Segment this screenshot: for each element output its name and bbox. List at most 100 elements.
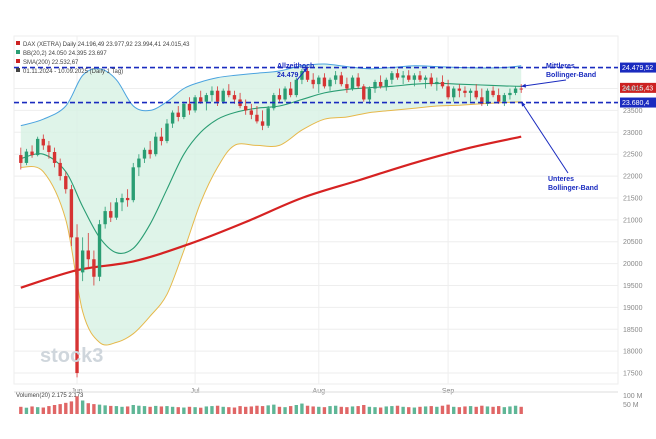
- volume-bar: [176, 407, 180, 414]
- volume-bar: [435, 406, 439, 414]
- volume-bar: [227, 407, 231, 414]
- horizontal-lines: 24.479,52 23.680,4 24.015,43: [14, 62, 656, 108]
- y-tick-label: 19500: [623, 283, 643, 290]
- volume-bar: [407, 407, 411, 414]
- volume-bar: [109, 405, 113, 414]
- candle-body: [435, 81, 439, 85]
- candle-body: [322, 77, 327, 87]
- candle-body: [75, 237, 79, 374]
- candle-body: [97, 224, 102, 277]
- candle-body: [114, 202, 119, 218]
- volume-bar: [463, 406, 467, 414]
- bollinger-fill: [20, 63, 522, 346]
- volume-bar: [75, 396, 79, 414]
- candle-body: [311, 79, 315, 85]
- volume-bar: [125, 406, 130, 414]
- volume-bar: [345, 407, 349, 414]
- candle-body: [401, 75, 405, 78]
- candle-body: [277, 95, 282, 100]
- candle-body: [154, 136, 158, 155]
- volume-bar: [52, 405, 57, 414]
- y-tick-label: 24000: [623, 86, 643, 93]
- candle-body: [502, 95, 507, 102]
- volume-bar: [311, 406, 315, 414]
- volume-bar: [221, 406, 225, 414]
- volume-bar: [502, 407, 507, 414]
- candle-body: [423, 77, 428, 80]
- candle-body: [120, 197, 124, 203]
- callout-line-1: Unteres: [548, 176, 574, 183]
- candle-body: [165, 123, 169, 142]
- legend-entry: 01.11.2024 - 10.09.2025 (Daily 1 Tag): [23, 69, 123, 75]
- candle-body: [47, 145, 51, 152]
- candle-body: [412, 75, 417, 80]
- volume-bar: [41, 407, 45, 414]
- volume-bar: [418, 406, 422, 414]
- legend: DAX (XETRA) Daily 24.196,49 23.977,92 23…: [16, 41, 190, 75]
- volume-bar: [283, 407, 287, 414]
- bollinger-band: [20, 63, 522, 346]
- candle-body: [272, 95, 276, 109]
- candle-body: [215, 90, 220, 102]
- bollinger-upper-line: [20, 63, 522, 127]
- candles: [19, 67, 523, 378]
- volume-bar: [210, 406, 214, 414]
- volume-bar: [474, 406, 478, 414]
- volume-bar: [378, 407, 383, 414]
- volume-bar: [322, 407, 327, 414]
- volume-bar: [260, 406, 265, 414]
- candle-body: [193, 97, 197, 111]
- volume-bar: [199, 407, 203, 414]
- candle-body: [452, 88, 456, 98]
- candle-body: [317, 77, 321, 85]
- volume-bar: [468, 406, 473, 414]
- candle-body: [288, 88, 293, 96]
- candle-body: [491, 90, 495, 96]
- volume-bar: [182, 407, 186, 414]
- candle-body: [232, 95, 237, 100]
- y-axis: 24000 23500 23000 22500 22000 21500 21000 20500…: [623, 86, 643, 378]
- volume-bar: [35, 407, 40, 414]
- y-tick-label: 22000: [623, 174, 643, 181]
- volume-bar: [367, 406, 372, 414]
- legend-entry: DAX (XETRA) Daily 24.196,49 23.977,92 23…: [23, 42, 190, 48]
- volume-bar: [232, 407, 237, 414]
- candle-body: [41, 138, 45, 146]
- volume-bar: [485, 406, 490, 414]
- candle-body: [170, 112, 175, 124]
- y-tick-label: 19000: [623, 305, 643, 312]
- candle-body: [148, 149, 152, 155]
- legend-swatch: [16, 59, 20, 63]
- y-tick-label: 23000: [623, 130, 643, 137]
- callout-arrowhead: [521, 101, 526, 107]
- volume-bar: [491, 406, 495, 414]
- legend-entry: BB(20,2) 24.050 24.395 23.697: [23, 51, 107, 57]
- legend-swatch: [16, 41, 20, 45]
- y-tick-label: 20500: [623, 239, 643, 246]
- candle-body: [64, 176, 68, 190]
- volume-bar: [215, 405, 220, 414]
- candle-body: [131, 167, 135, 201]
- volume-bar: [390, 406, 394, 414]
- volume-bar: [142, 406, 147, 414]
- watermark: stock3: [40, 345, 103, 367]
- candle-body: [58, 162, 62, 177]
- volume-bar: [64, 402, 68, 414]
- candle-body: [328, 79, 332, 87]
- volume-panel: Volumen(20) 2.175 2.173 100 M 50 M: [14, 391, 643, 414]
- candle-body: [463, 90, 467, 93]
- volume-bar: [137, 405, 141, 414]
- candle-body: [390, 73, 394, 80]
- candle-body: [356, 77, 360, 87]
- volume-bar: [255, 405, 259, 414]
- volume-bar: [497, 406, 501, 414]
- candle-body: [176, 112, 180, 117]
- volume-bar: [423, 406, 428, 414]
- candle-body: [283, 88, 287, 100]
- candle-body: [480, 97, 484, 104]
- annotations: Allzeithoch 24.479 Mittleres Bollinger-Band…: [277, 63, 598, 192]
- callout-arrow: [521, 79, 567, 87]
- volume-bar: [300, 403, 304, 414]
- candle-body: [305, 71, 310, 80]
- candle-body: [159, 136, 164, 142]
